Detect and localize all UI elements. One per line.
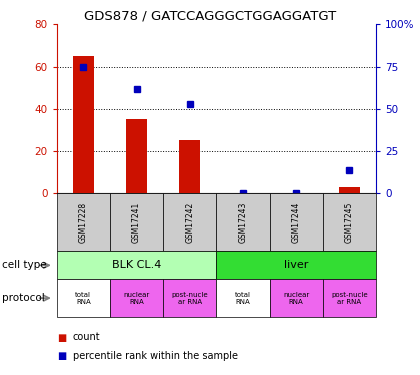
Text: count: count (73, 333, 100, 342)
Text: nuclear
RNA: nuclear RNA (283, 292, 309, 304)
Text: GSM17242: GSM17242 (185, 202, 194, 243)
Text: GSM17228: GSM17228 (79, 202, 88, 243)
Text: BLK CL.4: BLK CL.4 (112, 260, 161, 270)
Text: ■: ■ (57, 333, 66, 342)
Text: post-nucle
ar RNA: post-nucle ar RNA (331, 292, 368, 304)
Bar (179, 140, 200, 193)
Bar (339, 187, 360, 193)
Text: post-nucle
ar RNA: post-nucle ar RNA (171, 292, 208, 304)
Text: nuclear
RNA: nuclear RNA (123, 292, 150, 304)
Bar (73, 56, 94, 193)
Text: cell type: cell type (2, 260, 47, 270)
Text: percentile rank within the sample: percentile rank within the sample (73, 351, 238, 361)
Text: GSM17245: GSM17245 (345, 201, 354, 243)
Text: total
RNA: total RNA (75, 292, 91, 304)
Text: ■: ■ (57, 351, 66, 361)
Text: total
RNA: total RNA (235, 292, 251, 304)
Bar (126, 119, 147, 193)
Text: liver: liver (284, 260, 308, 270)
Text: GSM17243: GSM17243 (239, 201, 247, 243)
Text: GSM17241: GSM17241 (132, 202, 141, 243)
Text: GDS878 / GATCCAGGGCTGGAGGATGT: GDS878 / GATCCAGGGCTGGAGGATGT (84, 9, 336, 22)
Text: protocol: protocol (2, 293, 45, 303)
Text: GSM17244: GSM17244 (291, 201, 301, 243)
